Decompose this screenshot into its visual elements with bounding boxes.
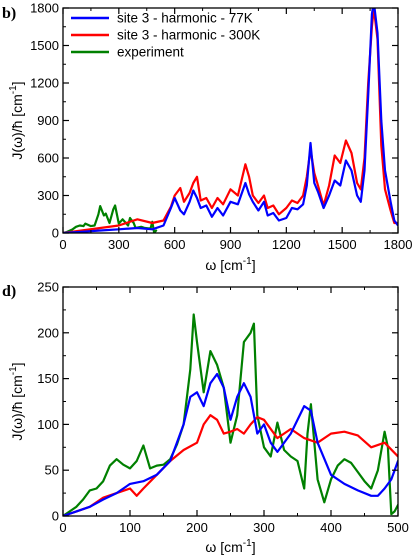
panel-b-x-tick-label: 900: [220, 237, 242, 252]
panel-b-y-tick-label: 1200: [30, 76, 59, 91]
panel-d-y-tick-label: 150: [37, 371, 59, 386]
panel-d-x-tick-label: 500: [387, 520, 409, 535]
panel-d-series-site-3-harmonic-300k: [63, 414, 398, 516]
panel-b-x-tick-label: 1800: [384, 237, 413, 252]
panel-d-frame: [62, 286, 399, 517]
panel-b-x-tick-label: 600: [164, 237, 186, 252]
panel-d-y-axis-label: J(ω)/ħ [cm-1]: [8, 362, 25, 440]
panel-d-x-tick-label: 400: [320, 520, 342, 535]
panel-b-series-group: [63, 8, 398, 233]
panel-b-x-tick-label: 1200: [272, 237, 301, 252]
panel-b-y-tick-label: 0: [52, 226, 59, 241]
panel-d-series-group: [63, 313, 398, 516]
panel-b-x-tick-label: 300: [108, 237, 130, 252]
panel-d-x-tick-label: 200: [186, 520, 208, 535]
panel-b-x-axis-label: ω [cm-1]: [205, 256, 255, 273]
panel-b-y-tick-label: 1500: [30, 38, 59, 53]
panel-d-y-tick-label: 50: [45, 463, 59, 478]
panel-b-x-tick-label: 1500: [328, 237, 357, 252]
panel-d-x-tick-label: 300: [253, 520, 275, 535]
panel-d-series-experiment: [63, 313, 398, 516]
panel-b-legend-label: experiment: [117, 45, 184, 60]
panel-b-legend: site 3 - harmonic - 77K site 3 - harmonic…: [71, 11, 260, 60]
panel-d: 0 100 200 300 400 500 0 50 100 150 200 250 d) ω [cm-1…: [2, 280, 409, 556]
panel-b-y-axis-label: J(ω)/ħ [cm-1]: [8, 81, 25, 159]
panel-d-y-tick-label: 100: [37, 417, 59, 432]
panel-b-y-tick-label: 900: [37, 113, 59, 128]
panel-b-legend-label: site 3 - harmonic - 77K: [117, 11, 253, 26]
panel-b-x-tick-label: 0: [59, 237, 66, 252]
panel-d-y-tick-label: 250: [37, 280, 59, 295]
panel-d-series-site-3-harmonic-77k: [63, 372, 398, 516]
panel-d-y-tick-label: 200: [37, 325, 59, 340]
panel-b: 0 300 600 900 1200 1500 1800 0 300 600 900 1200 1500…: [2, 1, 412, 274]
panel-d-x-tick-label: 100: [119, 520, 141, 535]
panel-b-label: b): [2, 5, 16, 22]
panel-b-series-site-3-harmonic-77k: [63, 8, 398, 233]
panel-b-y-tick-label: 1800: [30, 1, 59, 16]
panel-b-legend-label: site 3 - harmonic - 300K: [117, 28, 260, 43]
panel-d-x-axis-label: ω [cm-1]: [205, 538, 255, 555]
panel-b-y-tick-label: 300: [37, 188, 59, 203]
panel-d-label: d): [2, 283, 16, 300]
panel-d-y-tick-label: 0: [52, 509, 59, 524]
panel-d-x-tick-label: 0: [59, 520, 66, 535]
panel-b-y-tick-label: 600: [37, 151, 59, 166]
